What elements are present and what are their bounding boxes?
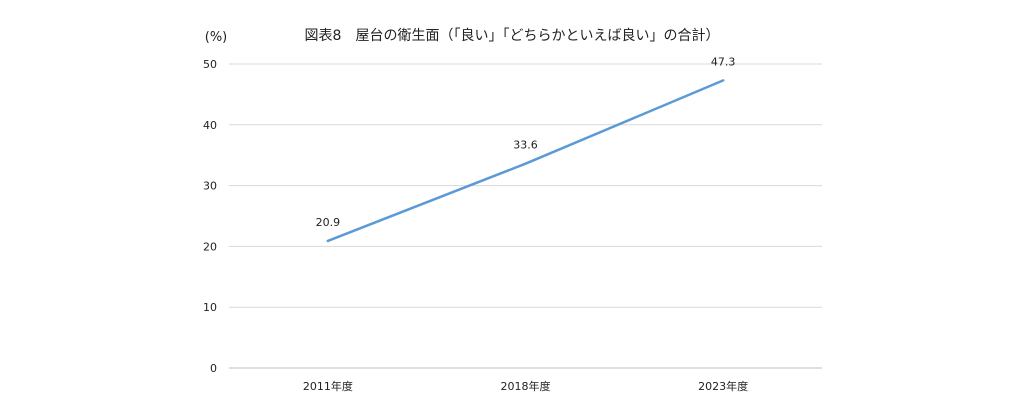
y-tick-label-0: 0 bbox=[210, 362, 217, 375]
y-tick-label-50: 50 bbox=[203, 58, 217, 71]
data-labels: 20.9 33.6 47.3 bbox=[316, 55, 736, 229]
gridlines bbox=[229, 63, 822, 369]
x-axis-ticks: 2011年度 2018年度 2023年度 bbox=[303, 379, 748, 393]
y-tick-label-20: 20 bbox=[203, 240, 217, 253]
x-tick-label-3: 2023年度 bbox=[698, 379, 748, 393]
y-tick-label-10: 10 bbox=[203, 301, 217, 314]
chart-title: 図表8 屋台の衛生面（「良い」「どちらかといえば良い」の合計） bbox=[305, 28, 720, 44]
series-layer bbox=[326, 79, 725, 243]
data-label-2: 33.6 bbox=[513, 139, 538, 152]
y-tick-label-30: 30 bbox=[203, 180, 217, 193]
x-tick-label-1: 2011年度 bbox=[303, 379, 353, 393]
x-tick-label-2: 2018年度 bbox=[501, 379, 551, 393]
data-label-3: 47.3 bbox=[711, 55, 736, 68]
data-label-1: 20.9 bbox=[316, 216, 341, 229]
y-tick-label-40: 40 bbox=[203, 119, 217, 132]
series-line-1 bbox=[326, 79, 725, 243]
y-axis-unit-label: (%) bbox=[205, 30, 228, 45]
y-axis-ticks: 0 10 20 30 40 50 bbox=[203, 58, 217, 375]
